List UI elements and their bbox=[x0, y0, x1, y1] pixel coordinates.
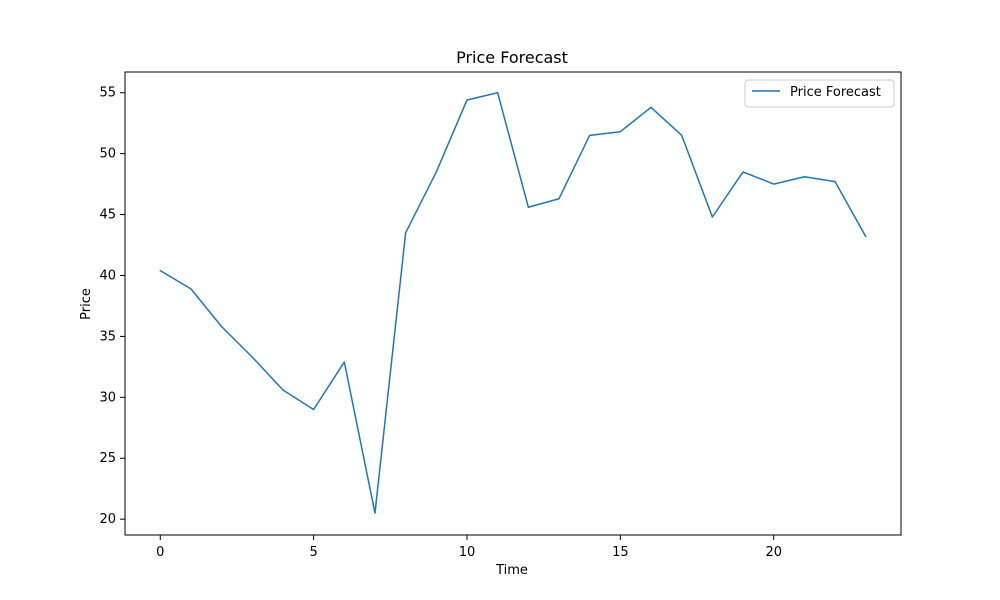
series-point bbox=[802, 175, 806, 179]
legend: Price Forecast bbox=[744, 79, 895, 108]
series-point bbox=[312, 408, 316, 412]
series-point bbox=[158, 269, 162, 273]
series-point bbox=[526, 205, 530, 209]
x-tick-label: 0 bbox=[156, 545, 164, 560]
series-point bbox=[496, 91, 500, 95]
series-point bbox=[772, 182, 776, 186]
y-tick-label: 45 bbox=[99, 208, 116, 223]
series-point bbox=[189, 287, 193, 291]
x-axis: 0 5 10 15 20 bbox=[156, 535, 782, 560]
series-point bbox=[342, 360, 346, 364]
series-point bbox=[220, 325, 224, 329]
y-tick-label: 25 bbox=[99, 451, 116, 466]
y-tick-label: 30 bbox=[99, 390, 116, 405]
y-tick-label: 35 bbox=[99, 329, 116, 344]
y-tick-label: 20 bbox=[99, 512, 116, 527]
y-axis: 20 25 30 35 40 45 50 55 bbox=[99, 86, 125, 527]
series-point bbox=[864, 234, 868, 238]
chart-title: Price Forecast bbox=[456, 48, 568, 67]
series-point bbox=[680, 133, 684, 137]
series-point bbox=[250, 355, 254, 359]
series-line-price-forecast bbox=[159, 91, 867, 514]
y-axis-label: Price bbox=[79, 288, 94, 320]
series-point bbox=[281, 388, 285, 392]
x-tick-label: 20 bbox=[765, 545, 782, 560]
x-tick-label: 15 bbox=[612, 545, 629, 560]
plot-frame bbox=[124, 71, 902, 536]
series-point bbox=[710, 215, 714, 219]
x-axis-label: Time bbox=[495, 563, 528, 578]
series-point bbox=[833, 180, 837, 184]
series-point bbox=[557, 197, 561, 201]
series-point bbox=[404, 231, 408, 235]
x-tick-label: 10 bbox=[459, 545, 476, 560]
series-point bbox=[373, 511, 377, 515]
x-tick-label: 5 bbox=[309, 545, 317, 560]
y-tick-label: 55 bbox=[99, 86, 116, 101]
y-tick-label: 50 bbox=[99, 147, 116, 162]
series-point bbox=[618, 130, 622, 134]
series-point bbox=[649, 105, 653, 109]
legend-label-price-forecast: Price Forecast bbox=[790, 85, 881, 100]
series-point bbox=[434, 170, 438, 174]
y-tick-label: 40 bbox=[99, 268, 116, 283]
plot-area bbox=[125, 72, 901, 535]
series-point bbox=[465, 98, 469, 102]
series-point bbox=[741, 170, 745, 174]
series-point bbox=[588, 133, 592, 137]
legend-box bbox=[744, 79, 895, 108]
